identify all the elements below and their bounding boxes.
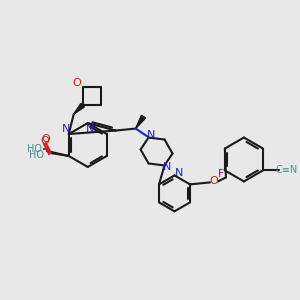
Text: C≡N: C≡N [276,165,298,176]
Text: N: N [61,124,70,134]
Text: N: N [163,162,172,172]
Polygon shape [136,115,146,129]
Text: HO: HO [27,144,42,154]
Text: O: O [210,176,218,186]
Text: N: N [146,130,155,140]
Polygon shape [74,103,84,114]
Text: O: O [40,136,49,146]
Text: O: O [72,78,81,88]
Text: N: N [85,124,94,134]
Text: O: O [41,134,50,144]
Text: F: F [218,169,224,179]
Text: N: N [175,168,184,178]
Text: HO: HO [29,150,44,160]
